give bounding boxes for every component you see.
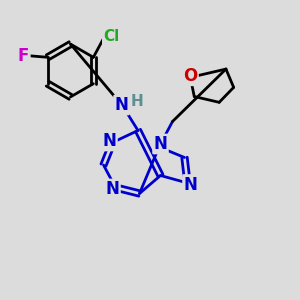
Text: N: N — [106, 180, 119, 198]
Text: N: N — [103, 132, 116, 150]
Text: O: O — [183, 67, 197, 85]
Text: F: F — [18, 47, 29, 65]
Text: Cl: Cl — [103, 29, 119, 44]
Text: N: N — [154, 135, 167, 153]
Text: N: N — [184, 176, 197, 194]
Text: H: H — [131, 94, 144, 109]
Text: N: N — [115, 96, 128, 114]
